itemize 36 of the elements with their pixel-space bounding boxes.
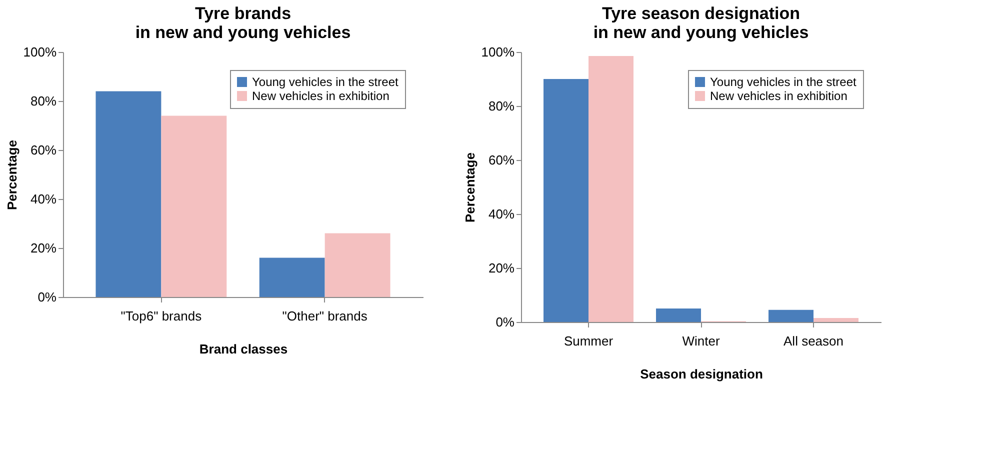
y-axis-title: Percentage	[462, 152, 478, 223]
legend-label: Young vehicles in the street	[252, 75, 399, 89]
y-tick-label: 100%	[481, 44, 515, 60]
y-tick-label: 80%	[488, 98, 515, 114]
chart-title: Tyre brands in new and young vehicles	[135, 4, 351, 42]
bar	[259, 258, 325, 297]
y-tick-label: 60%	[30, 142, 57, 158]
x-tick-label: Winter	[682, 334, 720, 348]
chart-title: Tyre season designation in new and young vehicles	[593, 4, 809, 42]
y-tick-label: 40%	[488, 206, 515, 222]
bar	[544, 79, 588, 322]
y-tick-label: 0%	[496, 314, 515, 330]
x-axis-title: Season designation	[640, 366, 763, 382]
legend-label: New vehicles in exhibition	[710, 89, 848, 103]
y-tick-label: 20%	[30, 240, 57, 256]
y-tick-label: 0%	[38, 290, 57, 304]
y-axis-title: Percentage	[4, 140, 20, 210]
bar	[768, 310, 814, 322]
bar	[324, 233, 390, 297]
bar	[96, 91, 162, 297]
bar	[814, 318, 858, 322]
x-tick-label: "Top6" brands	[120, 308, 202, 324]
y-tick-label: 80%	[30, 94, 57, 108]
x-axis-title: Brand classes	[199, 342, 288, 356]
legend-label: Young vehicles in the street	[710, 75, 857, 89]
x-tick-label: "Other" brands	[282, 308, 368, 324]
bar	[588, 56, 634, 322]
y-tick-label: 40%	[30, 192, 57, 206]
y-tick-label: 100%	[23, 44, 57, 60]
bar	[161, 116, 227, 297]
y-tick-label: 60%	[488, 152, 515, 168]
x-tick-label: Summer	[564, 334, 614, 348]
x-tick-label: All season	[784, 334, 844, 348]
bar	[656, 308, 701, 322]
legend-label: New vehicles in exhibition	[252, 89, 390, 103]
y-tick-label: 20%	[488, 260, 515, 276]
